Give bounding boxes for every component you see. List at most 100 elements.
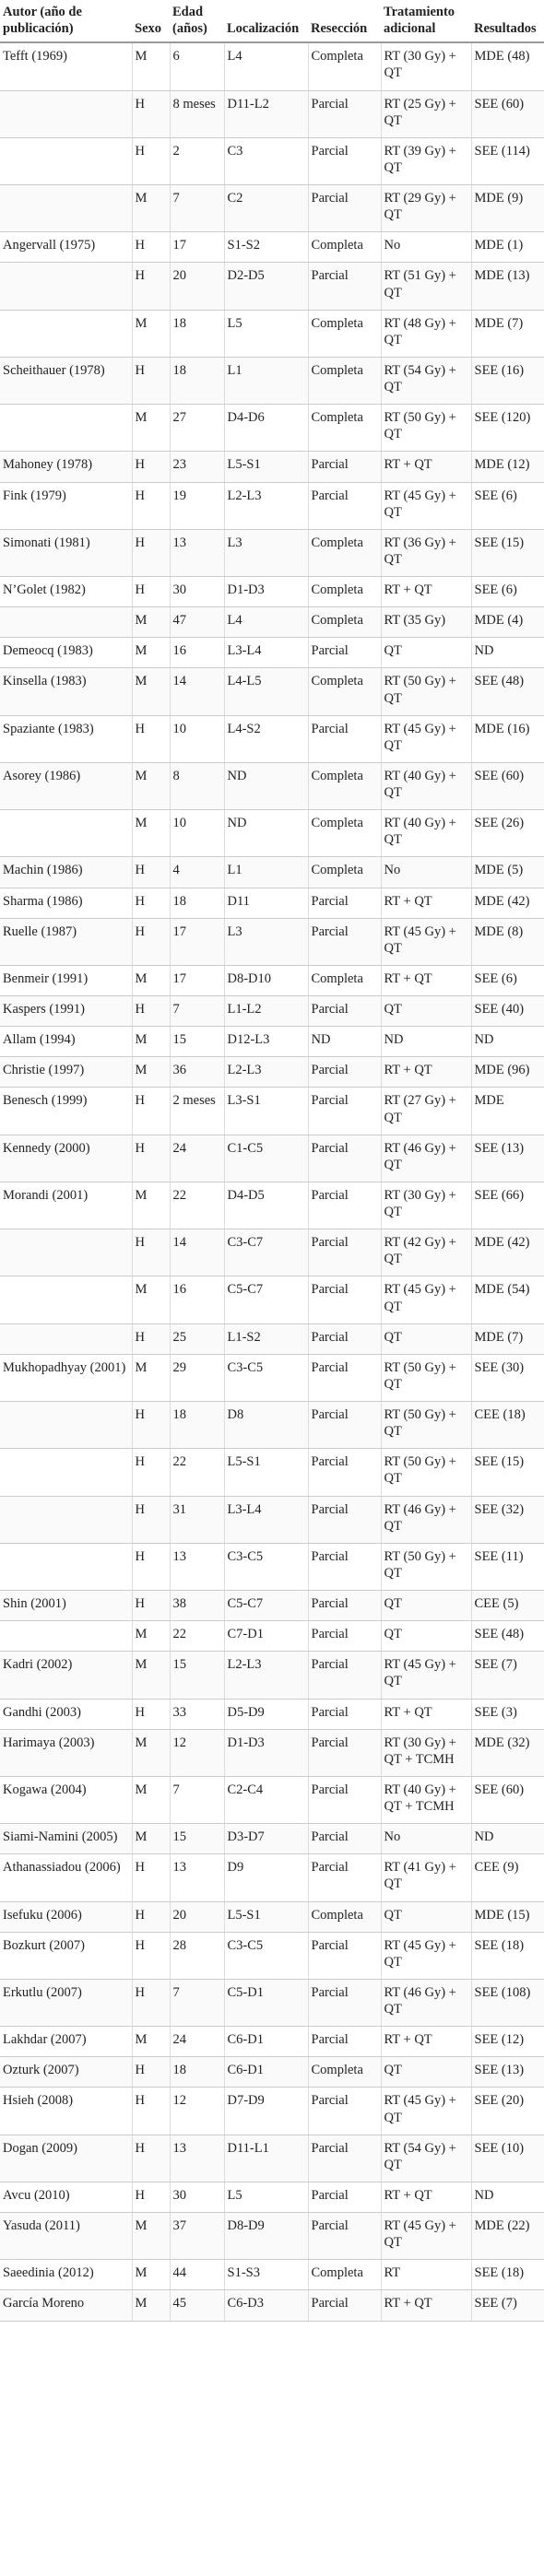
table-cell: 20 bbox=[170, 262, 225, 311]
table-cell: 7 bbox=[170, 1979, 225, 2028]
table-cell: RT (36 Gy) + QT bbox=[381, 529, 472, 578]
table-cell: 13 bbox=[170, 1853, 225, 1902]
table-cell: 13 bbox=[170, 1543, 225, 1592]
table-row: Harimaya (2003) M 12 D1-D3 Parcial RT (30 Gy)… bbox=[0, 1729, 544, 1777]
column-header: Edad (años) bbox=[170, 0, 224, 44]
table-cell: M bbox=[132, 1729, 171, 1777]
table-cell: 20 bbox=[170, 1901, 225, 1933]
table-cell: 8 meses bbox=[170, 90, 225, 138]
table-cell: Angervall (1975) bbox=[0, 231, 133, 264]
table-cell: Completa bbox=[308, 1901, 382, 1933]
table-cell bbox=[0, 90, 133, 138]
table-cell: 8 bbox=[170, 762, 225, 811]
table-cell: D1-D3 bbox=[224, 1729, 309, 1777]
table-cell: H bbox=[132, 2056, 171, 2088]
table-cell: C2-C4 bbox=[224, 1776, 309, 1825]
table-cell: M bbox=[132, 2026, 171, 2058]
table-cell: C3-C5 bbox=[224, 1543, 309, 1592]
table-cell: C3-C7 bbox=[224, 1229, 309, 1277]
table-cell: 4 bbox=[170, 856, 225, 888]
table-cell: 13 bbox=[170, 529, 225, 578]
table-cell: H bbox=[132, 2135, 171, 2182]
table-row: Angervall (1975) H 17 S1-S2 Completa No MDE (1… bbox=[0, 231, 544, 264]
table-cell: Completa bbox=[308, 606, 382, 639]
table-cell: Completa bbox=[308, 529, 382, 578]
table-cell: 17 bbox=[170, 965, 225, 997]
table-cell: RT + QT bbox=[381, 965, 472, 997]
table-cell: D8-D10 bbox=[224, 965, 309, 997]
table-cell: 15 bbox=[170, 1651, 225, 1700]
table-cell: 18 bbox=[170, 357, 225, 406]
table-cell: RT + QT bbox=[381, 2182, 472, 2214]
table-cell: D8-D9 bbox=[224, 2212, 309, 2261]
table-cell: L4 bbox=[224, 606, 309, 639]
table-header: Autor (año de publicación) Sexo Edad (años… bbox=[0, 0, 544, 44]
column-header: Tratamiento adicional bbox=[381, 0, 471, 44]
table-cell: RT (50 Gy) + QT bbox=[381, 1448, 472, 1497]
table-cell: 2 meses bbox=[170, 1087, 225, 1135]
table-cell: C6-D3 bbox=[224, 2289, 309, 2322]
table-cell: RT (41 Gy) + QT bbox=[381, 1853, 472, 1902]
table-cell: Completa bbox=[308, 576, 382, 608]
table-cell: M bbox=[132, 1776, 171, 1825]
table-cell: Parcial bbox=[308, 1932, 382, 1980]
table-cell: CEE (18) bbox=[471, 1401, 544, 1450]
table-cell: 31 bbox=[170, 1496, 225, 1544]
table-cell: Benmeir (1991) bbox=[0, 965, 133, 997]
table-cell: H bbox=[132, 715, 171, 763]
table-row: N’Golet (1982) H 30 D1-D3 Completa RT + QT SEE… bbox=[0, 576, 544, 608]
table-cell: Machin (1986) bbox=[0, 856, 133, 888]
table-cell: Asorey (1986) bbox=[0, 762, 133, 811]
table-cell: RT (27 Gy) + QT bbox=[381, 1087, 472, 1135]
table-cell: D11-L1 bbox=[224, 2135, 309, 2182]
table-cell: No bbox=[381, 1823, 472, 1855]
table-cell: M bbox=[132, 184, 171, 233]
table-cell: Parcial bbox=[308, 1543, 382, 1592]
table-cell: L3-L4 bbox=[224, 637, 309, 669]
table-cell: QT bbox=[381, 637, 472, 669]
table-cell bbox=[0, 1620, 133, 1653]
table-row: Avcu (2010) H 30 L5 Parcial RT + QT ND bbox=[0, 2182, 544, 2214]
table-row: Yasuda (2011) M 37 D8-D9 Parcial RT (45 Gy) +… bbox=[0, 2212, 544, 2261]
table-cell: H bbox=[132, 1543, 171, 1592]
table-cell: Scheithauer (1978) bbox=[0, 357, 133, 406]
table-cell: Fink (1979) bbox=[0, 482, 133, 530]
table-cell: 30 bbox=[170, 2182, 225, 2214]
table-row: Asorey (1986) M 8 ND Completa RT (40 Gy) + QT… bbox=[0, 762, 544, 811]
table-cell: RT bbox=[381, 2259, 472, 2291]
table-cell: 16 bbox=[170, 637, 225, 669]
table-cell: Parcial bbox=[308, 995, 382, 1028]
table-cell: C5-C7 bbox=[224, 1590, 309, 1622]
table-cell: M bbox=[132, 404, 171, 453]
table-cell: RT (25 Gy) + QT bbox=[381, 90, 472, 138]
table-cell: Christie (1997) bbox=[0, 1056, 133, 1088]
table-row: Erkutlu (2007) H 7 C5-D1 Parcial RT (46 Gy) +… bbox=[0, 1979, 544, 2028]
table-cell: Parcial bbox=[308, 918, 382, 966]
table-cell: 10 bbox=[170, 715, 225, 763]
table-cell: ND bbox=[471, 637, 544, 669]
table-cell: Parcial bbox=[308, 2026, 382, 2058]
table-cell: SEE (48) bbox=[471, 1620, 544, 1653]
table-cell: M bbox=[132, 42, 171, 91]
table-cell: SEE (40) bbox=[471, 995, 544, 1028]
table-cell: L5-S1 bbox=[224, 1901, 309, 1933]
table-cell: 15 bbox=[170, 1026, 225, 1058]
table-cell: RT (35 Gy) bbox=[381, 606, 472, 639]
table-cell: No bbox=[381, 231, 472, 264]
table-cell: L5 bbox=[224, 310, 309, 358]
table-cell: H bbox=[132, 1401, 171, 1450]
table-cell: 15 bbox=[170, 1823, 225, 1855]
table-cell: Parcial bbox=[308, 2135, 382, 2182]
table-cell: QT bbox=[381, 1901, 472, 1933]
table-cell: 45 bbox=[170, 2289, 225, 2322]
table-row: M 22 C7-D1 Parcial QT SEE (48) bbox=[0, 1620, 544, 1653]
table-cell: H bbox=[132, 995, 171, 1028]
table-cell: RT (40 Gy) + QT bbox=[381, 809, 472, 858]
table-cell: SEE (13) bbox=[471, 2056, 544, 2088]
table-cell: RT (45 Gy) + QT bbox=[381, 1276, 472, 1324]
table-cell: CEE (5) bbox=[471, 1590, 544, 1622]
table-cell: D9 bbox=[224, 1853, 309, 1902]
table-cell: 18 bbox=[170, 310, 225, 358]
table-cell: D4-D5 bbox=[224, 1182, 309, 1230]
table-cell: L3 bbox=[224, 529, 309, 578]
